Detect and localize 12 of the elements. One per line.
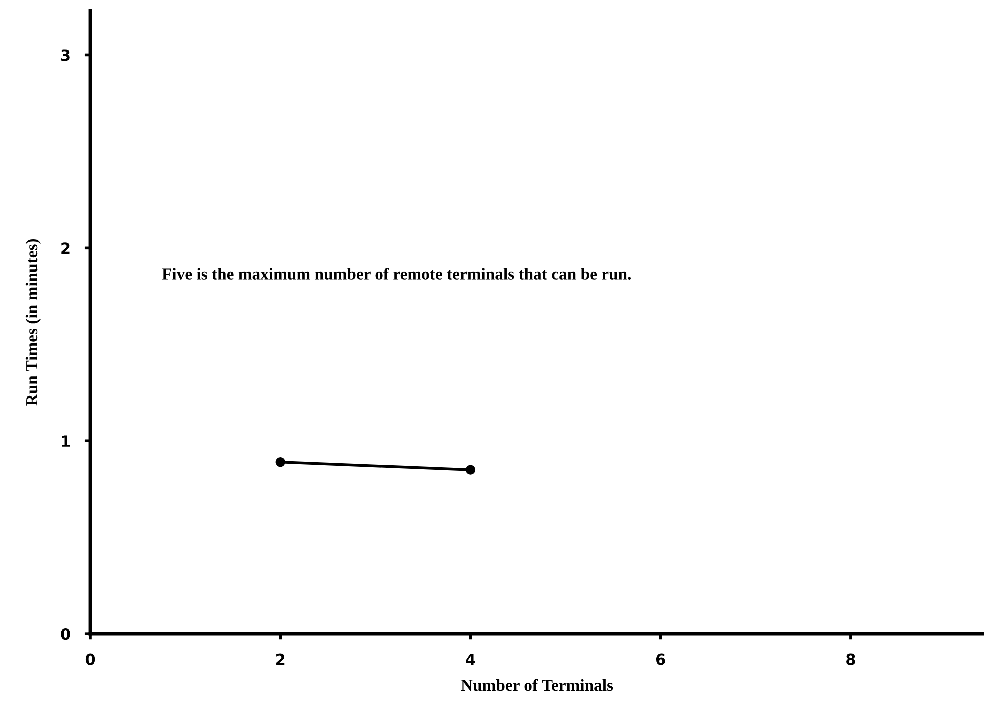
y-tick-label: 1: [62, 436, 70, 447]
x-tick-label: 0: [86, 654, 96, 666]
x-tick-label: 6: [656, 654, 666, 666]
y-axis-title: Run Times (in minutes): [26, 239, 42, 406]
x-tick-label: 4: [466, 654, 476, 666]
annotation: Five is the maximum number of remote terminals that can be run.: [162, 268, 631, 280]
y-tick-label: 2: [62, 242, 70, 254]
y-tick-label: 3: [61, 50, 70, 62]
x-tick-label: 2: [276, 654, 285, 666]
y-tick-label: 0: [61, 628, 70, 640]
x-tick-label: 8: [846, 654, 856, 666]
x-axis-title: Number of Terminals: [461, 679, 614, 692]
